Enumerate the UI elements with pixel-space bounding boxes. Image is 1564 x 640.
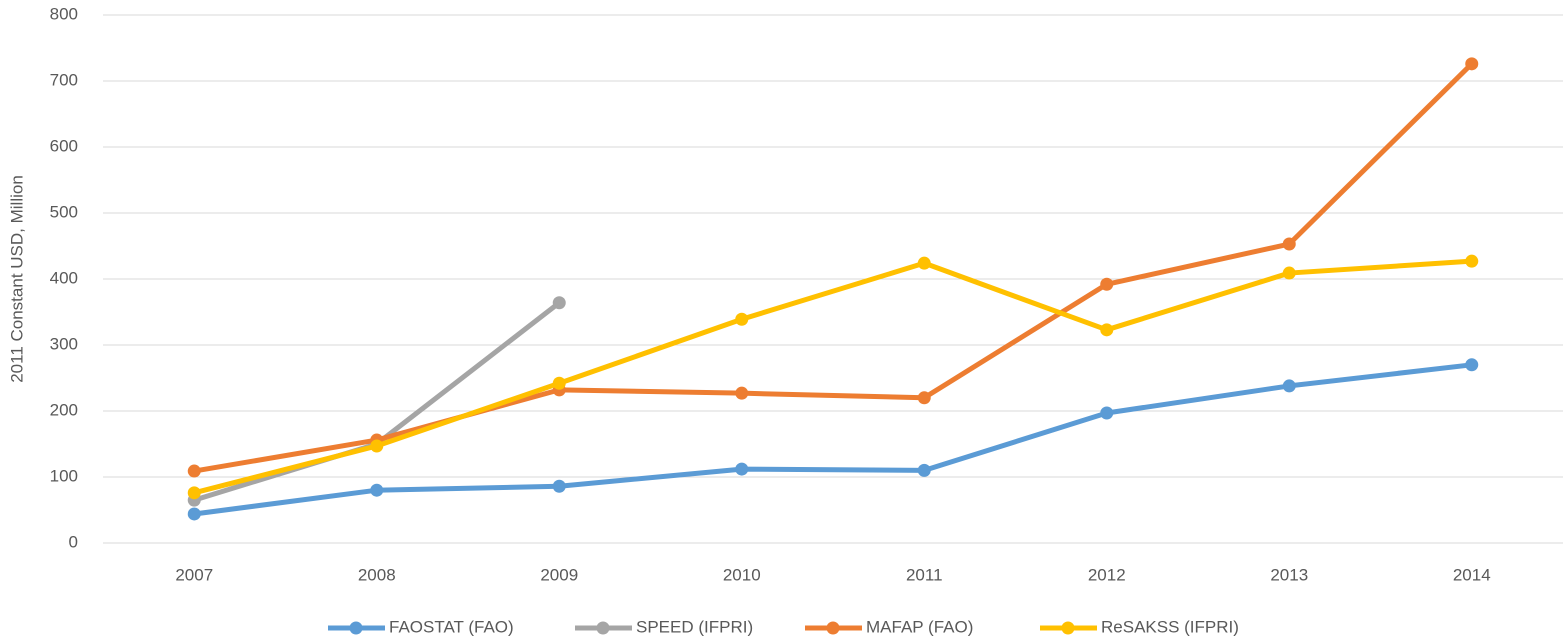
data-point [735, 386, 749, 400]
x-tick-label: 2011 [906, 565, 943, 584]
x-tick-label: 2012 [1088, 565, 1126, 584]
x-tick-label: 2007 [175, 565, 213, 584]
data-point [1100, 323, 1114, 337]
series-line [191, 258, 1475, 496]
y-tick-label: 700 [50, 70, 78, 89]
data-point [1282, 237, 1296, 251]
series-line [191, 362, 1475, 517]
data-point [552, 479, 566, 493]
y-tick-label: 600 [50, 136, 78, 155]
legend-marker [1061, 621, 1075, 635]
x-tick-label: 2009 [540, 565, 578, 584]
y-axis-label: 2011 Constant USD, Million [7, 175, 26, 383]
x-tick-label: 2014 [1453, 565, 1491, 584]
data-point [917, 463, 931, 477]
data-point [1282, 266, 1296, 280]
x-tick-label: 2008 [358, 565, 396, 584]
x-tick-label: 2010 [723, 565, 761, 584]
data-point [917, 256, 931, 270]
y-tick-label: 100 [50, 466, 78, 485]
data-point [187, 507, 201, 521]
legend-label: ReSAKSS (IFPRI) [1101, 617, 1239, 636]
legend-marker [349, 621, 363, 635]
legend-marker [826, 621, 840, 635]
legend-marker [596, 621, 610, 635]
data-point [1100, 406, 1114, 420]
data-point [1465, 358, 1479, 372]
data-point [1465, 57, 1479, 71]
data-point [370, 439, 384, 453]
x-tick-label: 2013 [1270, 565, 1308, 584]
data-point [1100, 277, 1114, 291]
y-tick-label: 0 [69, 532, 78, 551]
legend-label: FAOSTAT (FAO) [389, 617, 514, 636]
y-tick-label: 400 [50, 268, 78, 287]
data-point [187, 464, 201, 478]
data-point [187, 486, 201, 500]
y-tick-label: 500 [50, 202, 78, 221]
y-tick-label: 300 [50, 334, 78, 353]
y-tick-label: 800 [50, 4, 78, 23]
data-point [552, 296, 566, 310]
data-point [735, 312, 749, 326]
data-point [370, 483, 384, 497]
legend-label: MAFAP (FAO) [866, 617, 973, 636]
legend-label: SPEED (IFPRI) [636, 617, 753, 636]
data-point [917, 391, 931, 405]
data-point [1465, 254, 1479, 268]
data-point [1282, 379, 1296, 393]
data-point [735, 462, 749, 476]
data-point [552, 376, 566, 390]
y-tick-label: 200 [50, 400, 78, 419]
series-line [191, 61, 1475, 474]
